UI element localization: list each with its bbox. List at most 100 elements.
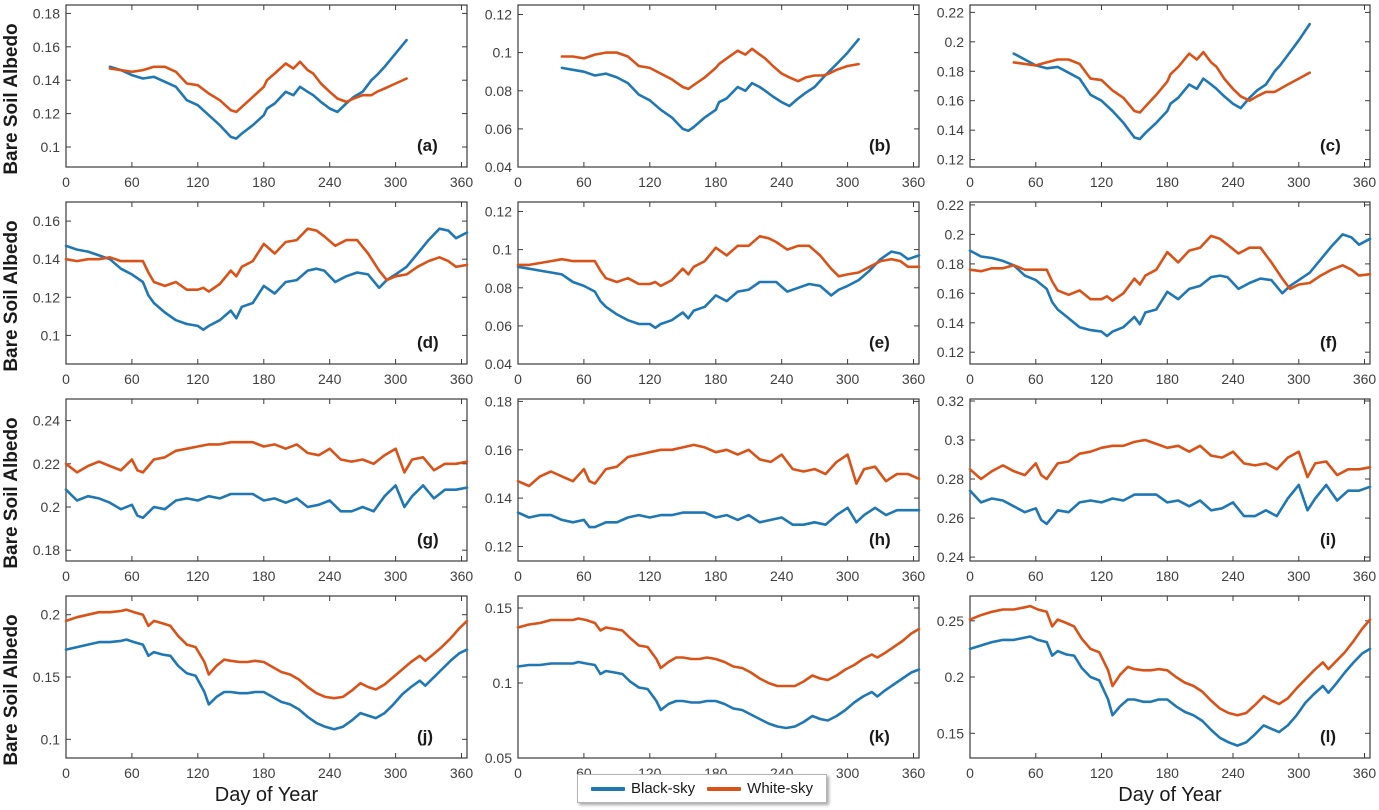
row1-ylabel-area: Bare Soil Albedo: [0, 0, 24, 197]
row4-ylabel-area: Bare Soil Albedo: [0, 591, 24, 788]
svg-text:(h): (h): [869, 530, 891, 549]
svg-text:0.16: 0.16: [33, 213, 60, 229]
svg-text:360: 360: [450, 765, 474, 781]
svg-text:120: 120: [1090, 568, 1114, 584]
svg-text:0.06: 0.06: [485, 318, 512, 334]
svg-text:300: 300: [384, 371, 408, 387]
svg-text:0.14: 0.14: [33, 72, 60, 88]
svg-text:(k): (k): [869, 727, 890, 746]
footer-right: Day of Year: [928, 784, 1379, 810]
svg-text:120: 120: [1090, 765, 1114, 781]
svg-text:0.1: 0.1: [41, 327, 61, 343]
svg-text:0.24: 0.24: [33, 413, 60, 429]
legend-label-black-sky: Black-sky: [630, 780, 696, 797]
svg-text:0.04: 0.04: [485, 159, 512, 175]
svg-text:360: 360: [450, 371, 474, 387]
legend-item-white-sky: White-sky: [707, 780, 813, 797]
svg-text:0.15: 0.15: [33, 669, 60, 685]
svg-text:240: 240: [318, 765, 342, 781]
legend-label-white-sky: White-sky: [747, 780, 814, 797]
svg-text:240: 240: [770, 174, 794, 190]
svg-text:240: 240: [318, 174, 342, 190]
svg-text:0.1: 0.1: [493, 675, 513, 691]
svg-text:0.22: 0.22: [33, 456, 60, 472]
svg-text:120: 120: [638, 371, 662, 387]
svg-text:0: 0: [966, 568, 974, 584]
legend-item-black-sky: Black-sky: [590, 780, 696, 797]
svg-text:360: 360: [450, 568, 474, 584]
svg-text:120: 120: [186, 568, 210, 584]
svg-text:60: 60: [124, 765, 140, 781]
svg-text:0.32: 0.32: [937, 394, 964, 409]
svg-text:60: 60: [1028, 568, 1044, 584]
svg-text:(e): (e): [869, 333, 890, 352]
svg-text:300: 300: [1287, 765, 1311, 781]
svg-text:180: 180: [252, 174, 276, 190]
svg-text:60: 60: [1028, 765, 1044, 781]
panel-l: 0 60 120 180 240 300 360 0.15 0.2 0.25 (l): [928, 591, 1379, 788]
svg-text:(c): (c): [1320, 136, 1341, 155]
svg-text:180: 180: [704, 371, 728, 387]
svg-text:0.2: 0.2: [41, 499, 61, 515]
panel-d: 0 60 120 180 240 300 360 0.1 0.12 0.14 0.16 (d): [24, 197, 476, 394]
svg-text:60: 60: [576, 174, 592, 190]
svg-text:0: 0: [966, 174, 974, 190]
svg-text:0.2: 0.2: [945, 669, 965, 685]
svg-text:240: 240: [1221, 174, 1245, 190]
svg-text:300: 300: [1287, 371, 1311, 387]
footer-center: Black-sky White-sky: [476, 774, 928, 810]
svg-text:0: 0: [514, 765, 522, 781]
svg-text:0.04: 0.04: [485, 356, 512, 372]
svg-text:360: 360: [1353, 371, 1377, 387]
svg-text:0.1: 0.1: [41, 731, 61, 747]
svg-text:(g): (g): [417, 530, 439, 549]
svg-text:60: 60: [124, 371, 140, 387]
svg-text:0.08: 0.08: [485, 280, 512, 296]
svg-text:0: 0: [62, 765, 70, 781]
svg-text:0.1: 0.1: [41, 139, 61, 155]
black-sky-line-swatch: [590, 786, 625, 791]
svg-text:240: 240: [1221, 568, 1245, 584]
svg-text:60: 60: [1028, 371, 1044, 387]
svg-text:300: 300: [836, 371, 860, 387]
svg-text:360: 360: [902, 765, 926, 781]
svg-text:60: 60: [576, 568, 592, 584]
svg-text:0.22: 0.22: [937, 4, 964, 20]
svg-text:0: 0: [62, 568, 70, 584]
svg-text:0.14: 0.14: [485, 490, 512, 506]
svg-text:120: 120: [1090, 174, 1114, 190]
svg-text:0.12: 0.12: [33, 106, 60, 122]
x-axis-label: Day of Year: [214, 784, 319, 806]
y-axis-label: Bare Soil Albedo: [1, 613, 22, 766]
svg-text:180: 180: [1156, 568, 1180, 584]
svg-text:60: 60: [124, 568, 140, 584]
svg-text:(a): (a): [417, 136, 438, 155]
svg-text:(i): (i): [1320, 530, 1336, 549]
svg-text:0.12: 0.12: [937, 152, 964, 168]
row3-ylabel-area: Bare Soil Albedo: [0, 394, 24, 591]
panel-a: 0 60 120 180 240 300 360 0.1 0.12 0.14 0.16 0.18 (a): [24, 0, 476, 197]
panel-b: 0 60 120 180 240 300 360 0.04 0.06 0.08 0.1 0.12 (b): [476, 0, 928, 197]
x-axis-label: Day of Year: [1118, 784, 1222, 806]
svg-text:360: 360: [902, 568, 926, 584]
panel-e: 0 60 120 180 240 300 360 0.04 0.06 0.08 0.1 0.12 (e): [476, 197, 928, 394]
svg-text:180: 180: [1156, 371, 1180, 387]
svg-text:180: 180: [704, 568, 728, 584]
panel-c: 0 60 120 180 240 300 360 0.12 0.14 0.16 0.18 0.2 0.2…: [928, 0, 1379, 197]
svg-text:120: 120: [638, 174, 662, 190]
svg-text:120: 120: [1090, 371, 1114, 387]
svg-text:0.16: 0.16: [937, 93, 964, 109]
svg-text:0.14: 0.14: [937, 122, 964, 138]
svg-text:0: 0: [514, 174, 522, 190]
svg-text:0: 0: [966, 765, 974, 781]
svg-text:0.14: 0.14: [937, 315, 964, 331]
svg-text:180: 180: [252, 568, 276, 584]
svg-text:240: 240: [318, 568, 342, 584]
svg-text:300: 300: [384, 568, 408, 584]
svg-text:360: 360: [1353, 568, 1377, 584]
svg-text:(j): (j): [417, 727, 433, 746]
panel-i: 0 60 120 180 240 300 360 0.24 0.26 0.28 0.3 0.32 (i): [928, 394, 1379, 591]
svg-text:300: 300: [384, 765, 408, 781]
svg-text:180: 180: [1156, 765, 1180, 781]
